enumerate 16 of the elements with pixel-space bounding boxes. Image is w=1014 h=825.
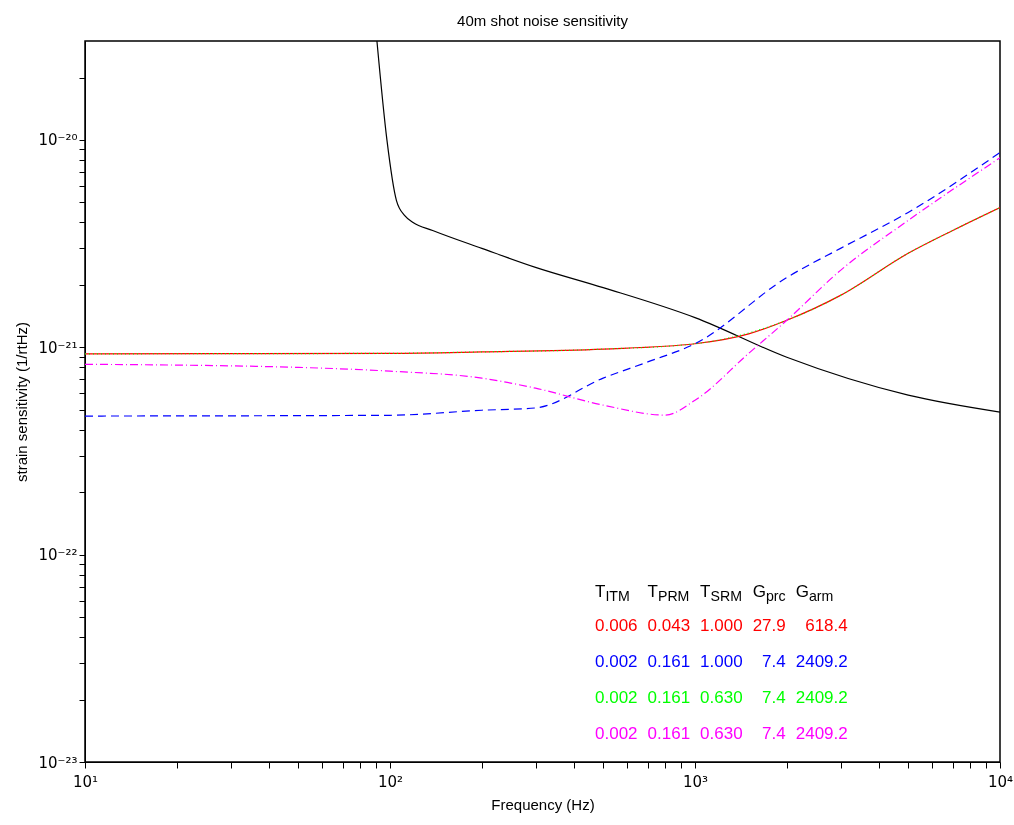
y-axis-title: strain sensitivity (1/rtHz) (13, 321, 31, 483)
annotation: 0.002 0.161 0.630 7.4 2409.2 (594, 687, 849, 709)
y-tick-label: 10⁻²³ (38, 753, 78, 772)
x-tick-label: 10³ (682, 772, 709, 791)
y-tick-label: 10⁻²² (38, 546, 78, 565)
x-tick-label: 10⁴ (987, 772, 1014, 791)
text: T$_{ITM}$ T$_{PRM}$ T$_{SRM}$ G$_{prc}$ G$_{arm}$ (595, 581, 834, 605)
y-tick-label: 10⁻²¹ (38, 338, 78, 357)
annotation: 0.002 0.161 1.000 7.4 2409.2 (594, 651, 849, 673)
chart-title: 40m shot noise sensitivity (457, 12, 629, 29)
annotation: 0.002 0.161 0.630 7.4 2409.2 (594, 723, 849, 745)
x-tick-label: 10¹ (72, 772, 99, 791)
x-axis-title: Frequency (Hz) (491, 795, 595, 813)
x-tick-label: 10² (377, 772, 404, 791)
annotation: 0.006 0.043 1.000 27.9 618.4 (594, 615, 849, 637)
y-tick-label: 10⁻²⁰ (38, 131, 78, 150)
